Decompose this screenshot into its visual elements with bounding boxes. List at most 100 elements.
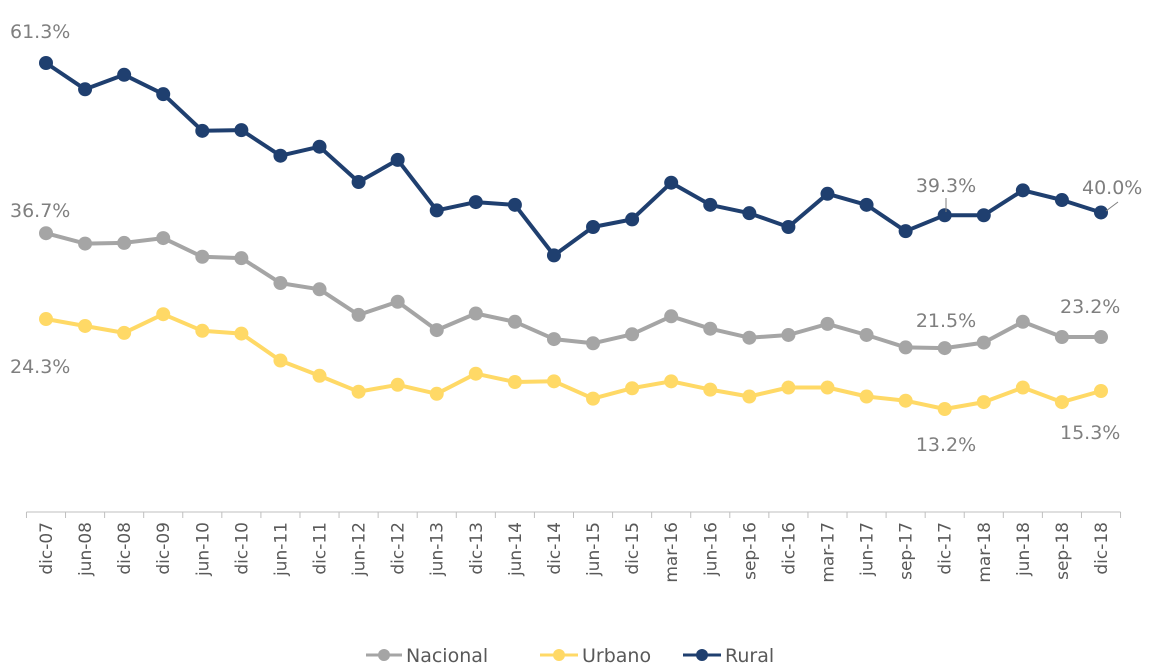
data-point-rural[interactable] <box>937 208 952 223</box>
data-point-urbano[interactable] <box>1094 384 1108 399</box>
data-point-urbano[interactable] <box>976 395 991 410</box>
data-point-urbano[interactable] <box>781 380 796 395</box>
data-point-urbano[interactable] <box>742 389 757 404</box>
data-point-urbano[interactable] <box>429 386 444 401</box>
data-point-nacional[interactable] <box>820 316 835 331</box>
data-point-nacional[interactable] <box>937 341 952 356</box>
data-point-rural[interactable] <box>78 82 93 97</box>
data-point-urbano[interactable] <box>664 374 679 389</box>
data-point-rural[interactable] <box>390 152 405 167</box>
data-point-nacional[interactable] <box>586 336 601 351</box>
legend-item-rural[interactable]: Rural <box>683 645 774 664</box>
x-tick-label: mar-16 <box>662 522 682 583</box>
data-point-nacional[interactable] <box>273 276 288 291</box>
data-point-rural[interactable] <box>664 175 679 190</box>
data-point-nacional[interactable] <box>1015 314 1030 329</box>
data-point-rural[interactable] <box>1094 205 1108 220</box>
data-point-nacional[interactable] <box>156 231 171 246</box>
data-point-rural[interactable] <box>156 87 171 102</box>
data-point-rural[interactable] <box>898 224 913 239</box>
data-point-urbano[interactable] <box>703 382 718 397</box>
series-line-nacional <box>45 231 1101 351</box>
x-tick-labels: dic-07 jun-08 dic-08 dic-09 jun-10 dic-10 jun-… <box>37 522 1112 583</box>
data-point-urbano[interactable] <box>468 366 483 381</box>
data-point-urbano[interactable] <box>234 326 249 341</box>
data-point-urbano[interactable] <box>937 402 952 416</box>
data-point-rural[interactable] <box>1054 193 1069 208</box>
data-point-nacional[interactable] <box>625 327 640 342</box>
data-point-rural[interactable] <box>273 148 288 163</box>
x-tick-label: dic-14 <box>545 522 565 575</box>
data-point-rural[interactable] <box>507 197 522 212</box>
data-point-nacional[interactable] <box>703 321 718 336</box>
data-point-nacional[interactable] <box>312 282 327 297</box>
data-point-urbano[interactable] <box>351 384 366 399</box>
data-point-urbano[interactable] <box>507 375 522 390</box>
data-point-rural[interactable] <box>781 220 796 235</box>
data-point-nacional[interactable] <box>39 226 53 241</box>
legend-item-urbano[interactable]: Urbano <box>540 645 651 664</box>
data-point-nacional[interactable] <box>898 340 913 355</box>
data-point-nacional[interactable] <box>429 323 444 338</box>
data-point-rural[interactable] <box>312 139 327 154</box>
data-point-nacional[interactable] <box>234 251 249 266</box>
x-tick-label: jun-14 <box>506 522 526 577</box>
data-point-nacional[interactable] <box>664 309 679 324</box>
data-point-urbano[interactable] <box>1015 380 1030 395</box>
data-point-nacional[interactable] <box>742 330 757 345</box>
data-point-rural[interactable] <box>351 175 366 190</box>
data-point-urbano[interactable] <box>820 380 835 395</box>
data-point-urbano[interactable] <box>1054 395 1069 410</box>
data-point-nacional[interactable] <box>78 236 93 251</box>
data-point-urbano[interactable] <box>39 312 53 327</box>
data-point-nacional[interactable] <box>1094 330 1108 345</box>
data-point-rural[interactable] <box>859 197 874 212</box>
data-point-nacional[interactable] <box>195 249 210 264</box>
x-tick-label: sep-18 <box>1053 522 1073 580</box>
data-point-urbano[interactable] <box>586 391 601 406</box>
series-nacional <box>39 226 1108 356</box>
data-point-urbano[interactable] <box>78 318 93 333</box>
data-label-nacional: 21.5% <box>916 310 976 332</box>
data-point-nacional[interactable] <box>507 314 522 329</box>
data-point-rural[interactable] <box>703 197 718 212</box>
data-point-rural[interactable] <box>195 123 210 138</box>
data-point-urbano[interactable] <box>390 377 405 392</box>
data-point-urbano[interactable] <box>195 323 210 338</box>
data-point-urbano[interactable] <box>898 393 913 408</box>
data-point-nacional[interactable] <box>468 306 483 321</box>
data-point-rural[interactable] <box>39 56 53 70</box>
data-point-rural[interactable] <box>468 195 483 210</box>
data-point-rural[interactable] <box>820 186 835 201</box>
data-point-rural[interactable] <box>546 248 561 263</box>
data-point-rural[interactable] <box>742 206 757 221</box>
data-point-rural[interactable] <box>625 212 640 227</box>
data-point-nacional[interactable] <box>781 327 796 342</box>
data-point-urbano[interactable] <box>312 368 327 383</box>
data-point-urbano[interactable] <box>156 307 171 322</box>
data-point-rural[interactable] <box>586 220 601 235</box>
data-label-rural: 40.0% <box>1082 177 1142 199</box>
data-point-rural[interactable] <box>976 208 991 223</box>
data-point-rural[interactable] <box>117 67 132 82</box>
data-point-nacional[interactable] <box>1054 330 1069 345</box>
data-point-rural[interactable] <box>234 123 249 138</box>
data-point-nacional[interactable] <box>976 335 991 350</box>
data-point-urbano[interactable] <box>546 374 561 389</box>
data-point-urbano[interactable] <box>625 381 640 396</box>
data-point-nacional[interactable] <box>859 327 874 342</box>
data-label-nacional: 36.7% <box>10 200 70 222</box>
data-point-rural[interactable] <box>1015 183 1030 198</box>
data-point-nacional[interactable] <box>351 307 366 322</box>
data-point-nacional[interactable] <box>117 235 132 250</box>
data-point-urbano[interactable] <box>273 353 288 368</box>
data-point-urbano[interactable] <box>859 389 874 404</box>
data-point-urbano[interactable] <box>117 325 132 340</box>
legend-item-nacional[interactable]: Nacional <box>366 645 488 664</box>
x-tick-label: dic-18 <box>1092 522 1112 575</box>
data-label-rural: 39.3% <box>916 175 976 197</box>
data-label-leader <box>1105 201 1119 212</box>
data-point-nacional[interactable] <box>390 294 405 309</box>
data-point-nacional[interactable] <box>546 332 561 347</box>
data-point-rural[interactable] <box>429 203 444 218</box>
